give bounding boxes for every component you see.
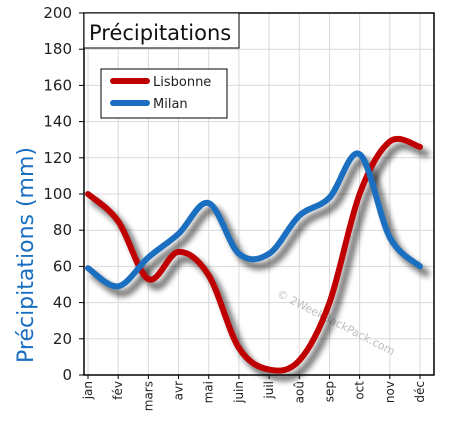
legend-box: [100, 68, 228, 119]
x-tick-label: mars: [141, 381, 155, 411]
y-tick-label: 0: [62, 366, 72, 384]
y-tick-label: 40: [53, 294, 72, 312]
chart-title: Précipitations: [89, 21, 231, 45]
x-tick-label: sep: [322, 381, 336, 402]
x-tick-label: juil: [262, 381, 276, 400]
legend-label-milan: Milan: [153, 97, 188, 112]
y-tick-label: 120: [43, 149, 72, 167]
legend-label-lisbonne: Lisbonne: [153, 75, 211, 90]
x-tick-label: mai: [202, 381, 216, 403]
y-tick-label: 20: [53, 330, 72, 348]
y-tick-label: 140: [43, 113, 72, 131]
x-tick-label: aoû: [292, 381, 306, 403]
series-line-lisbonne: [85, 135, 423, 374]
y-axis-ticks: 0 20 40 60 80 100 120 140 160 180 200: [43, 4, 84, 384]
x-tick-label: déc: [413, 381, 427, 403]
series-line-milan: [85, 150, 423, 290]
y-tick-label: 80: [53, 221, 72, 239]
title-box: [83, 12, 240, 49]
x-tick-label: fév: [111, 381, 125, 400]
series-shadow-lisbonne: [90, 142, 430, 382]
x-tick-label: juin: [232, 381, 246, 404]
y-tick-label: 100: [43, 185, 72, 203]
y-tick-label: 60: [53, 257, 72, 275]
y-tick-label: 200: [43, 4, 72, 22]
y-tick-label: 180: [43, 40, 72, 58]
x-tick-label: jan: [81, 381, 95, 400]
x-tick-label: avr: [172, 381, 186, 400]
y-axis-label: Précipitations (mm): [14, 147, 39, 363]
x-axis-ticks: jan fév mars avr mai juin juil aoû sep oct nov déc: [81, 375, 427, 411]
series-lines: [85, 135, 423, 374]
x-tick-label: nov: [383, 381, 397, 403]
x-tick-label: oct: [353, 381, 367, 400]
y-tick-label: 160: [43, 76, 72, 94]
